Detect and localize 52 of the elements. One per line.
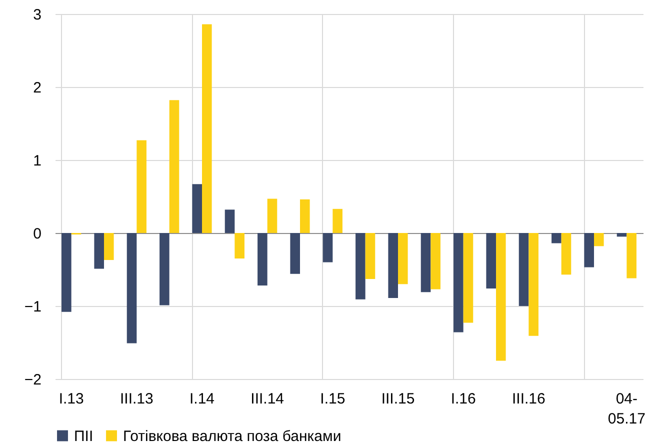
bar xyxy=(62,233,72,312)
bar xyxy=(300,199,310,233)
bar xyxy=(224,210,235,233)
bar xyxy=(518,233,529,306)
y-tick-label: 1 xyxy=(33,152,42,170)
bar xyxy=(234,233,244,259)
bar xyxy=(126,233,137,344)
x-tick-label: I.15 xyxy=(320,390,346,408)
bar xyxy=(365,233,376,279)
y-tick-label: 0 xyxy=(33,226,42,242)
x-tick-label: 04-05.17 xyxy=(608,390,646,428)
y-tick-label: 3 xyxy=(33,6,42,24)
bar xyxy=(267,198,278,233)
bar xyxy=(136,140,146,233)
x-tick-label: I.16 xyxy=(450,390,476,408)
legend-label: Готівкова валюта поза банками xyxy=(123,428,342,445)
bar xyxy=(594,233,604,246)
y-tick-label: −1 xyxy=(24,298,42,316)
bar xyxy=(332,208,342,233)
bar xyxy=(463,233,474,323)
bar xyxy=(169,100,180,233)
bar xyxy=(192,184,202,233)
x-tick-label: I.14 xyxy=(189,390,215,408)
x-tick-label: III.15 xyxy=(381,390,415,408)
x-tick-label: III.16 xyxy=(512,390,546,408)
x-tick-label: III.13 xyxy=(120,390,154,408)
bar xyxy=(356,233,366,300)
y-tick-label: 2 xyxy=(33,80,42,96)
bar xyxy=(561,233,572,275)
bar xyxy=(160,233,170,306)
bar xyxy=(454,233,464,332)
bar xyxy=(552,233,562,244)
bar xyxy=(202,24,212,233)
bar xyxy=(290,233,300,274)
bar xyxy=(322,233,333,262)
bar xyxy=(104,233,114,260)
x-tick-label: III.14 xyxy=(250,390,284,408)
bar xyxy=(258,233,268,286)
bar xyxy=(584,233,594,268)
bar xyxy=(528,233,538,336)
y-tick-label: −2 xyxy=(24,372,42,388)
bar xyxy=(486,233,496,288)
bar xyxy=(496,233,506,361)
bar xyxy=(388,233,398,298)
bar xyxy=(420,233,431,292)
x-tick-label: I.13 xyxy=(58,390,84,408)
bar xyxy=(430,233,440,290)
bar xyxy=(616,233,627,237)
bar xyxy=(398,233,408,284)
legend-label: ПІІ xyxy=(74,428,94,445)
bar xyxy=(94,233,104,269)
bar xyxy=(626,233,636,278)
